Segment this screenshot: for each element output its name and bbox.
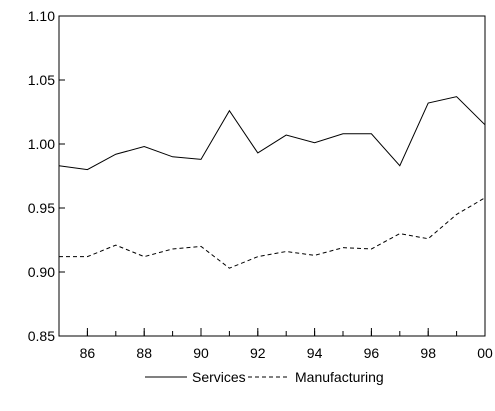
x-tick-label: 88 [136, 345, 152, 361]
plot-frame [58, 15, 486, 337]
series-line-manufacturing [59, 197, 486, 269]
x-tick-label: 00 [477, 345, 493, 361]
x-tick-label: 92 [250, 345, 266, 361]
y-tick-label: 0.95 [28, 200, 55, 216]
y-tick-label: 0.90 [28, 264, 55, 280]
legend: Services Manufacturing [145, 369, 384, 385]
y-tick-label: 1.05 [28, 72, 55, 88]
y-tick-label: 1.00 [28, 136, 55, 152]
series-line-services [58, 96, 486, 171]
y-tick-label: 1.10 [28, 8, 55, 24]
x-tick-label: 86 [80, 345, 96, 361]
y-tick-label: 0.85 [28, 328, 55, 344]
series-layer [58, 96, 486, 269]
legend-label-services: Services [192, 369, 246, 385]
x-tick-label: 98 [420, 345, 436, 361]
x-tick-label: 90 [193, 345, 209, 361]
x-axis: 86 88 90 92 94 96 98 00 [58, 328, 493, 361]
legend-label-manufacturing: Manufacturing [295, 369, 384, 385]
x-tick-label: 96 [364, 345, 380, 361]
x-tick-label: 94 [307, 345, 323, 361]
y-axis: 0.85 0.90 0.95 1.00 1.05 1.10 [28, 8, 65, 344]
